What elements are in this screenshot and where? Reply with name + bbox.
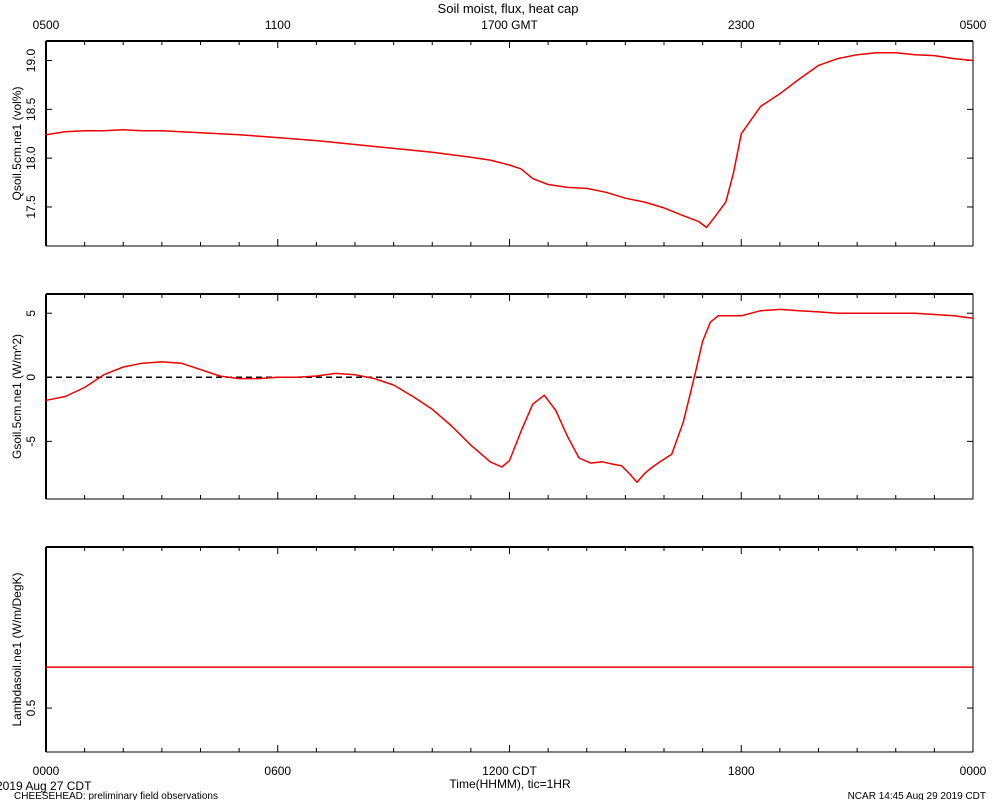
- gsoil-ytick-label: 0: [24, 374, 38, 381]
- gsoil-y-axis-label: Gsoil.5cm.ne1 (W/m^2): [10, 334, 24, 459]
- gsoil-panel: -5 0 5 Gsoil.5cm.ne1 (W/m^2): [10, 293, 974, 500]
- qsoil-ytick-label: 18.5: [24, 97, 38, 121]
- bottom-axis-tick-label: 1200 CDT: [482, 764, 537, 778]
- top-axis-tick-label: 1100: [265, 18, 291, 32]
- qsoil-ytick-label: 19.0: [24, 49, 38, 73]
- top-axis-tick-label: 2300: [728, 18, 755, 32]
- lambdasoil-ytick-label: 0.5: [24, 699, 38, 716]
- date-label: 2019 Aug 27 CDT: [0, 779, 92, 793]
- gsoil-ytick-label: 5: [24, 310, 38, 317]
- lambdasoil-y-axis-label: Lambdasoil.ne1 (W/m/DegK): [10, 572, 24, 726]
- bottom-axis-tick-label: 1800: [728, 764, 755, 778]
- bottom-axis-tick-labels: 0000 0600 1200 CDT 1800 0000: [33, 764, 987, 778]
- bottom-axis-tick-label: 0000: [33, 764, 60, 778]
- qsoil-ytick-label: 17.5: [24, 195, 38, 219]
- footer-right-text: NCAR 14:45 Aug 29 2019 CDT: [848, 791, 986, 800]
- bottom-axis-tick-label: 0000: [960, 764, 987, 778]
- qsoil-ytick-label: 18.0: [24, 146, 38, 170]
- top-axis-tick-label: 0500: [33, 18, 60, 32]
- top-axis-tick-label: 0500: [960, 18, 987, 32]
- gsoil-series-line: [45, 308, 974, 484]
- footer-left-text: CHEESEHEAD: preliminary field observatio…: [14, 791, 218, 800]
- top-axis-tick-labels: 0500 1100 1700 GMT 2300 0500: [33, 18, 987, 32]
- qsoil-y-axis-label: Qsoil.5cm.ne1 (vol%): [10, 86, 24, 200]
- qsoil-series-line: [45, 51, 974, 229]
- top-axis-tick-label: 1700 GMT: [481, 18, 538, 32]
- gsoil-ytick-label: -5: [24, 436, 38, 447]
- bottom-axis-tick-label: 0600: [264, 764, 291, 778]
- x-axis-label: Time(HHMM), tic=1HR: [449, 777, 571, 791]
- chart-title: Soil moist, flux, heat cap: [438, 1, 579, 16]
